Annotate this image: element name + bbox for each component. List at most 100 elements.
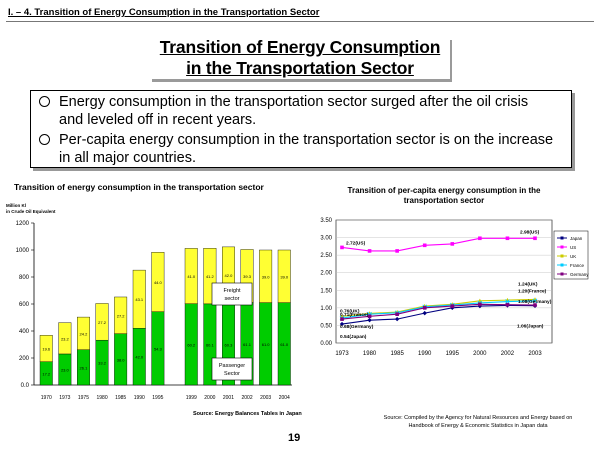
legend-marker-uk (560, 254, 564, 258)
x-tick-label: 1975 (78, 395, 89, 401)
y-tick-label: 0.50 (320, 323, 332, 329)
value-annotation: 1.20(France) (518, 288, 547, 294)
value-annotation: 0.54(Japan) (340, 334, 367, 340)
data-point-germany (533, 303, 537, 307)
data-point-germany (478, 302, 482, 307)
data-point-us (367, 249, 372, 253)
value-annotation: 1.08(Germany) (518, 299, 552, 305)
data-point-france (532, 298, 538, 304)
y-tick-label: 600 (19, 302, 30, 308)
freight-bar (277, 249, 291, 303)
y-tick-label: 0.0 (21, 383, 30, 389)
title-line-2: in the Transportation Sector (186, 58, 414, 78)
passenger-value-label: 54.3 (154, 346, 163, 351)
freight-value-label: 42.0 (225, 273, 234, 278)
freight-value-label: 27.2 (117, 313, 126, 318)
freight-value-label: 39.0 (280, 274, 289, 279)
series-line-germany (341, 303, 536, 320)
freight-bar (76, 316, 90, 350)
data-point-japan (367, 317, 372, 323)
freight-annotation-label: sector (225, 296, 240, 302)
y-tick-label: 200 (19, 356, 30, 362)
data-point-us (505, 236, 510, 241)
data-point-japan (422, 310, 427, 316)
x-tick-label: 2002 (241, 395, 252, 401)
line-chart: 0.00 0.50 1.00 1.50 2.00 2.50 3.00 3.50 1973 1980… (320, 218, 589, 357)
line-chart-title: Transition of per-capita energy consumpt… (347, 186, 541, 205)
legend-label: France (570, 263, 585, 268)
series-line-us (341, 237, 535, 252)
y-axis-unit-label: in Crude Oil Equivalent (6, 209, 56, 214)
data-point-germany (450, 304, 455, 308)
freight-value-label: 39.3 (243, 274, 252, 279)
passenger-value-label: 23.0 (61, 367, 70, 372)
data-point-us (450, 242, 455, 246)
data-point-germany (367, 314, 372, 319)
value-annotation: 2.72(US) (346, 240, 366, 246)
line-chart-source: Source: Compiled by the Agency for Natur… (383, 415, 573, 429)
series-line-uk (341, 298, 536, 317)
y-tick-label: 3.00 (320, 236, 332, 242)
legend-marker-germany (560, 272, 564, 276)
x-tick-label: 1990 (418, 351, 432, 357)
y-tick-label: 2.50 (320, 253, 332, 259)
freight-bar (132, 269, 146, 329)
bullet-item: Energy consumption in the transportation… (39, 93, 555, 129)
value-annotation: 0.71(France) (340, 312, 369, 318)
passenger-value-label: 60.1 (206, 342, 215, 347)
x-tick-label: 2003 (260, 395, 271, 401)
y-tick-label: 1.50 (320, 288, 332, 294)
legend-box (553, 230, 589, 280)
bullet-circle-icon (39, 134, 50, 145)
x-tick-label: 1999 (186, 395, 197, 401)
x-tick-label: 1995 (152, 395, 163, 401)
value-annotation: 1.06(Japan) (517, 324, 544, 330)
data-point-us (395, 249, 399, 253)
passenger-value-label: 17.2 (42, 371, 51, 376)
page-number: 19 (288, 432, 301, 444)
y-axis-unit-label: Million Kl (6, 203, 26, 208)
data-point-france (505, 299, 510, 304)
x-tick-label: 1990 (134, 395, 145, 401)
bar-chart-source: Source: Energy Balances Tables in Japan (193, 411, 302, 417)
passenger-value-label: 26.1 (80, 365, 89, 370)
data-point-us (422, 243, 427, 248)
x-tick-label: 1985 (115, 395, 126, 401)
passenger-value-label: 42.0 (135, 355, 144, 360)
freight-bar (95, 303, 109, 341)
passenger-value-label: 60.3 (225, 342, 234, 347)
y-tick-label: 800 (19, 275, 30, 281)
freight-bar (259, 249, 273, 303)
x-tick-label: 2001 (223, 395, 234, 401)
data-point-germany (340, 317, 344, 321)
plot-area (335, 219, 553, 344)
data-point-germany (505, 302, 510, 307)
series-line-japan (341, 304, 536, 325)
value-annotation: 1.24(UK) (518, 281, 538, 287)
x-tick-label: 1980 (363, 351, 377, 357)
freight-value-label: 23.2 (61, 336, 70, 341)
freight-value-label: 43.1 (135, 297, 144, 302)
freight-value-label: 39.0 (262, 274, 271, 279)
freight-annotation-box (211, 282, 253, 306)
data-point-germany (422, 306, 427, 310)
x-tick-label: 2000 (473, 351, 487, 357)
passenger-annotation-label: Passenger (219, 363, 245, 369)
bullet-box: Energy consumption in the transportation… (30, 90, 572, 168)
legend-label: Germany (570, 272, 589, 277)
data-point-japan (394, 316, 400, 322)
value-annotation: 0.76(UK) (340, 308, 360, 314)
legend-label: UK (570, 254, 576, 259)
y-tick-label: 400 (19, 329, 30, 335)
x-tick-label: 1980 (96, 395, 107, 401)
data-point-us (533, 236, 537, 241)
data-point-us (478, 236, 482, 241)
y-tick-label: 0.00 (320, 341, 332, 347)
freight-bar (184, 248, 198, 304)
passenger-annotation-label: Sector (224, 371, 240, 377)
legend-marker-japan (560, 236, 564, 240)
freight-bar (114, 296, 128, 334)
y-tick-label: 1200 (16, 221, 30, 227)
freight-bar (39, 335, 53, 362)
